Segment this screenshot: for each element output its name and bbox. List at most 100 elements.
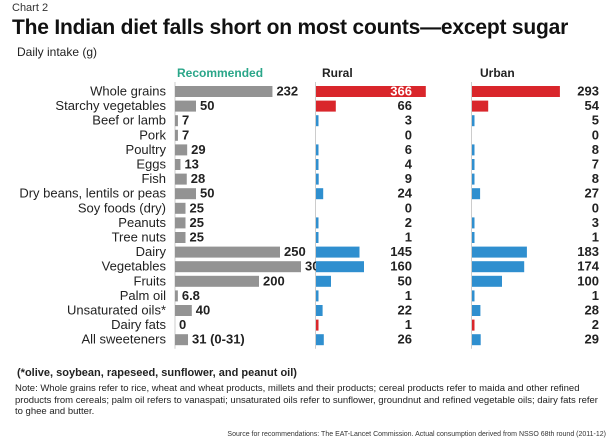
- chart-subtitle: Daily intake (g): [17, 45, 98, 59]
- recommended-value-label: 31 (0-31): [192, 332, 245, 347]
- urban-bar: [472, 144, 475, 156]
- urban-bar: [472, 115, 475, 127]
- rural-bar: [316, 275, 331, 287]
- category-label: Fish: [141, 171, 166, 186]
- rural-bar: [316, 173, 319, 185]
- recommended-bar: [175, 232, 186, 243]
- recommended-bar: [175, 334, 189, 346]
- recommended-bar: [175, 202, 186, 214]
- rural-value-label: 9: [405, 171, 412, 186]
- recommended-bar: [175, 159, 181, 170]
- urban-bar: [472, 319, 475, 331]
- rural-value-label: 3: [405, 113, 412, 128]
- category-label: Peanuts: [118, 215, 166, 230]
- recommended-bar: [175, 217, 186, 229]
- urban-value-label: 8: [592, 171, 599, 186]
- urban-value-label: 1: [592, 288, 599, 303]
- note: Note: Whole grains refer to rice, wheat …: [15, 383, 598, 417]
- urban-value-label: 54: [585, 98, 600, 113]
- recommended-value-label: 25: [190, 215, 204, 230]
- rural-value-label: 366: [390, 84, 412, 99]
- category-label: Poultry: [126, 142, 167, 157]
- recommended-bar: [175, 188, 196, 200]
- recommended-value-label: 200: [263, 273, 285, 288]
- urban-value-label: 27: [585, 186, 599, 201]
- urban-bar: [472, 159, 475, 170]
- urban-bar: [472, 334, 481, 346]
- urban-bar: [472, 173, 475, 185]
- rural-bar: [316, 115, 319, 127]
- rural-value-label: 22: [398, 303, 412, 318]
- urban-bar: [472, 86, 560, 97]
- urban-value-label: 29: [585, 332, 599, 347]
- recommended-bar: [175, 290, 178, 302]
- recommended-value-label: 0: [179, 317, 186, 332]
- urban-bar: [472, 246, 527, 258]
- recommended-bar: [175, 129, 178, 141]
- rural-bar: [316, 261, 364, 273]
- source-note: Source for recommendations: The EAT-Lanc…: [227, 431, 606, 438]
- rural-value-label: 26: [398, 332, 412, 347]
- recommended-value-label: 7: [182, 127, 189, 142]
- urban-bar: [472, 261, 525, 273]
- rural-bar: [316, 334, 324, 346]
- recommended-value-label: 25: [190, 230, 204, 245]
- rural-bar: [316, 144, 319, 156]
- urban-bar: [472, 100, 489, 112]
- recommended-bar: [175, 305, 192, 316]
- recommended-bar: [175, 173, 187, 185]
- rural-bar: [316, 232, 319, 243]
- urban-bar: [472, 232, 475, 243]
- category-label: Starchy vegetables: [55, 98, 166, 113]
- rural-value-label: 0: [405, 127, 412, 142]
- recommended-bar: [175, 246, 280, 258]
- category-label: Dairy fats: [111, 317, 166, 332]
- rural-value-label: 160: [390, 259, 412, 274]
- chart-label: Chart 2: [12, 2, 49, 14]
- category-label: Dry beans, lentils or peas: [19, 186, 166, 201]
- urban-value-label: 293: [577, 84, 599, 99]
- recommended-value-label: 13: [184, 157, 198, 172]
- rural-value-label: 145: [390, 244, 412, 259]
- urban-value-label: 3: [592, 215, 599, 230]
- rural-value-label: 1: [405, 317, 412, 332]
- urban-value-label: 2: [592, 317, 599, 332]
- recommended-value-label: 29: [191, 142, 205, 157]
- rural-value-label: 1: [405, 288, 412, 303]
- rural-bar: [316, 86, 426, 97]
- chart-title: The Indian diet falls short on most coun…: [12, 16, 569, 39]
- category-label: Palm oil: [120, 288, 166, 303]
- recommended-bar: [175, 115, 178, 127]
- recommended-bar: [175, 275, 259, 287]
- recommended-bar: [175, 86, 273, 97]
- rural-value-label: 66: [398, 98, 412, 113]
- category-label: Pork: [139, 127, 166, 142]
- category-label: Dairy: [136, 244, 167, 259]
- category-label: Unsaturated oils*: [67, 303, 166, 318]
- recommended-value-label: 7: [182, 113, 189, 128]
- rural-value-label: 4: [405, 157, 413, 172]
- header-recommended: Recommended: [177, 66, 264, 80]
- category-label: All sweeteners: [81, 332, 166, 347]
- category-label: Tree nuts: [112, 230, 167, 245]
- rural-value-label: 50: [398, 273, 412, 288]
- recommended-value-label: 232: [276, 84, 298, 99]
- urban-value-label: 0: [592, 127, 599, 142]
- recommended-value-label: 40: [196, 303, 210, 318]
- urban-value-label: 8: [592, 142, 599, 157]
- urban-value-label: 174: [577, 259, 599, 274]
- rural-bar: [316, 290, 319, 302]
- urban-value-label: 1: [592, 230, 599, 245]
- recommended-value-label: 50: [200, 98, 214, 113]
- recommended-value-label: 6.8: [182, 288, 200, 303]
- rural-bar: [316, 188, 324, 200]
- urban-bar: [472, 188, 481, 200]
- recommended-value-label: 250: [284, 244, 306, 259]
- urban-value-label: 5: [592, 113, 599, 128]
- recommended-bar: [175, 261, 301, 273]
- urban-bar: [472, 290, 475, 302]
- rural-bar: [316, 246, 360, 258]
- recommended-bar: [175, 144, 188, 156]
- category-label: Vegetables: [102, 259, 167, 274]
- urban-bar: [472, 275, 502, 287]
